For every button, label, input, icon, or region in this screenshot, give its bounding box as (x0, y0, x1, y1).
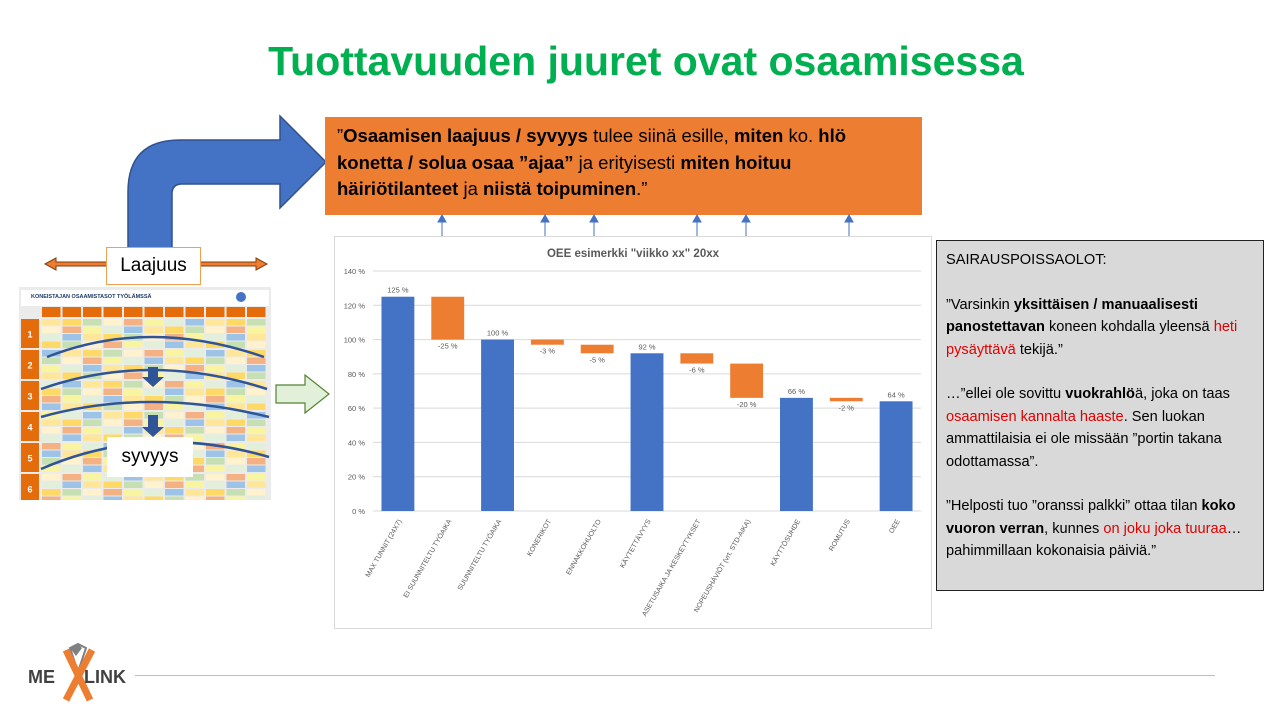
value-label-5: 92 % (638, 342, 655, 351)
laajuus-label: Laajuus (106, 247, 201, 285)
value-label-8: 66 % (788, 387, 805, 396)
category-label-10: OEE (888, 518, 902, 535)
y-tick-label: 40 % (348, 438, 365, 447)
curved-arrow-icon (127, 114, 328, 251)
footer-divider (135, 675, 1215, 676)
bar-5 (630, 353, 664, 511)
category-label-5: KÄYTETTÄVYYS (618, 518, 653, 570)
matrix-row-number: 4 (27, 423, 32, 433)
bar-9 (829, 397, 863, 402)
value-label-10: 64 % (888, 390, 905, 399)
bar-8 (780, 397, 813, 511)
syvyys-label: syvyys (107, 437, 193, 477)
logo-text-left: ME (28, 667, 55, 687)
value-label-6: -6 % (689, 366, 705, 375)
category-label-2: SUUNNITELTU TYÖAIKA (456, 518, 503, 592)
matrix-row-number: 2 (27, 361, 32, 371)
matrix-header: KONEISTAJAN OSAAMISTASOT TYÖLÄMSSÄ (31, 293, 152, 300)
y-tick-label: 100 % (344, 336, 366, 345)
category-label-3: KONERIKOT (526, 518, 553, 558)
bar-1 (431, 296, 465, 340)
value-label-1: -25 % (438, 342, 458, 351)
mexlink-logo: ME LINK (28, 642, 126, 702)
bar-3 (530, 339, 564, 345)
oee-waterfall-chart: OEE esimerkki "viikko xx" 20xx 0 % 20 % 40… (344, 248, 921, 618)
matrix-row-number: 1 (27, 330, 32, 340)
matrix-row-number: 6 (27, 485, 32, 495)
category-label-0: MAX TUNNIT (24X7) (365, 519, 404, 579)
sick-leave-note: SAIRAUSPOISSAOLOT: ”Varsinkin yksittäise… (936, 240, 1264, 591)
note-quote-1: ”Varsinkin yksittäisen / manuaalisesti p… (946, 296, 1238, 358)
matrix-row-number: 5 (27, 454, 32, 464)
y-tick-label: 80 % (348, 370, 365, 379)
bar-0 (381, 296, 415, 511)
category-label-8: KÄYTTÖSUHDE (769, 518, 802, 568)
y-tick-label: 60 % (348, 404, 365, 413)
matrix-row-number: 3 (27, 392, 32, 402)
bar-2 (481, 339, 514, 511)
logo-text-right: LINK (84, 667, 126, 687)
note-quote-3: ”Helposti tuo ”oranssi palkki” ottaa til… (946, 498, 1242, 559)
slide-title: Tuottavuuden juuret ovat osaamisessa (268, 38, 1024, 84)
category-label-4: ENNAKKOHUOLTO (565, 518, 603, 576)
right-block-arrow-icon (275, 374, 330, 414)
value-label-7: -20 % (737, 400, 757, 409)
bar-4 (580, 344, 614, 354)
category-label-7: NOPEUSHÄVIÖT (vrt. STD-AIKA) (692, 518, 752, 614)
note-quote-2: …”ellei ole sovittu vuokrahlöä, joka on … (946, 386, 1230, 470)
value-label-9: -2 % (839, 403, 855, 412)
value-label-0: 125 % (387, 286, 409, 295)
quote-box: ”Osaamisen laajuus / syvyys tulee siinä … (325, 117, 922, 215)
category-label-9: ROMUTUS (828, 518, 852, 552)
value-label-3: -3 % (540, 347, 556, 356)
value-label-4: -5 % (589, 355, 605, 364)
bar-6 (680, 353, 714, 364)
chart-title: OEE esimerkki "viikko xx" 20xx (547, 248, 720, 260)
bar-7 (730, 363, 764, 398)
category-label-6: ASETUSAIKA JA KESKEYTYKSET (641, 518, 703, 618)
bar-10 (879, 401, 913, 511)
y-tick-label: 120 % (344, 301, 366, 310)
note-heading: SAIRAUSPOISSAOLOT: (946, 252, 1107, 268)
value-label-2: 100 % (487, 329, 509, 338)
category-label-1: EI SUUNNITELTU TYÖAIKA (402, 518, 454, 600)
y-tick-label: 140 % (344, 267, 366, 276)
y-tick-label: 0 % (352, 507, 365, 516)
y-tick-label: 20 % (348, 473, 365, 482)
oee-chart-frame: OEE esimerkki "viikko xx" 20xx 0 % 20 % 40… (334, 236, 932, 629)
